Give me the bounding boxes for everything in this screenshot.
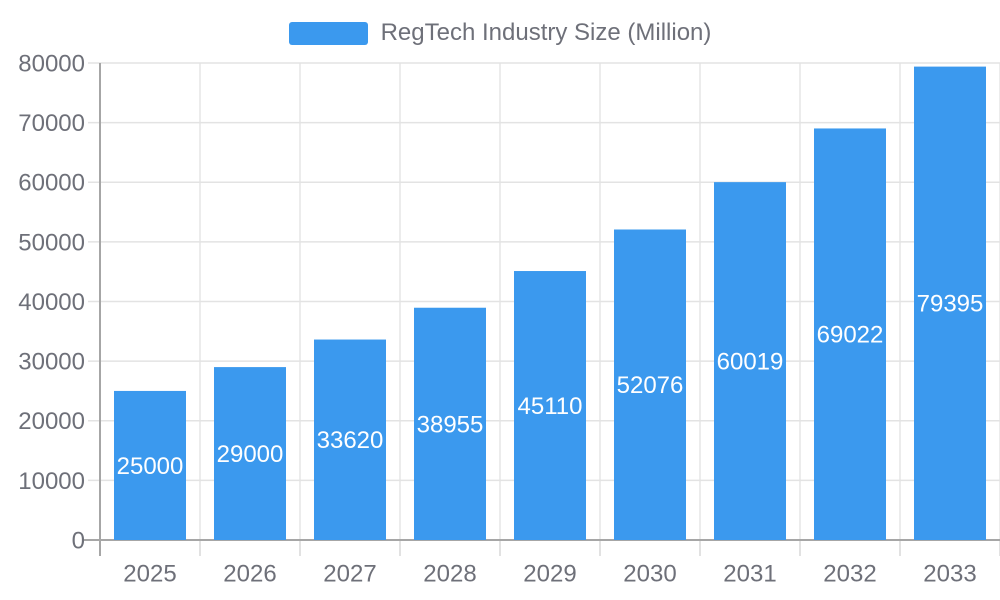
bar-2025[interactable] <box>114 390 186 540</box>
bar-2027[interactable] <box>314 339 386 540</box>
x-axis-label: 2028 <box>423 560 476 587</box>
bar-2031[interactable] <box>714 182 786 540</box>
x-axis-label: 2027 <box>323 560 376 587</box>
bar-value-label: 33620 <box>317 427 384 454</box>
y-axis-label: 60000 <box>18 170 85 197</box>
y-axis-label: 10000 <box>18 468 85 495</box>
x-axis-label: 2026 <box>223 560 276 587</box>
bar-value-label: 52076 <box>617 372 684 399</box>
bar-value-label: 38955 <box>417 411 484 438</box>
y-axis-label: 0 <box>72 527 85 554</box>
bar-value-label: 69022 <box>817 322 884 349</box>
bar-value-label: 60019 <box>717 348 784 375</box>
x-axis-label: 2031 <box>723 560 776 587</box>
chart-legend[interactable]: RegTech Industry Size (Million) <box>0 19 1000 47</box>
y-axis-label: 40000 <box>18 289 85 316</box>
bar-value-label: 45110 <box>518 393 583 420</box>
x-axis-label: 2029 <box>523 560 576 587</box>
bar-2030[interactable] <box>614 229 686 540</box>
bar-2033[interactable] <box>914 66 986 541</box>
x-axis-label: 2025 <box>123 560 176 587</box>
bar-value-label: 29000 <box>217 441 284 468</box>
bar-2026[interactable] <box>214 367 286 540</box>
x-axis-label: 2030 <box>623 560 676 587</box>
x-axis-label: 2032 <box>823 560 876 587</box>
bar-value-label: 25000 <box>117 453 184 480</box>
y-axis-label: 20000 <box>18 408 85 435</box>
y-axis-label: 50000 <box>18 229 85 256</box>
legend-label: RegTech Industry Size (Million) <box>380 19 712 46</box>
bar-2029[interactable] <box>514 271 586 540</box>
y-axis-label: 70000 <box>18 110 85 137</box>
y-axis-label: 30000 <box>18 349 85 376</box>
bar-2028[interactable] <box>414 307 486 540</box>
y-axis-label: 80000 <box>18 50 85 77</box>
legend-swatch <box>288 21 368 45</box>
bar-value-label: 79395 <box>917 291 984 318</box>
x-axis-label: 2033 <box>923 560 976 587</box>
bar-2032[interactable] <box>814 128 886 540</box>
